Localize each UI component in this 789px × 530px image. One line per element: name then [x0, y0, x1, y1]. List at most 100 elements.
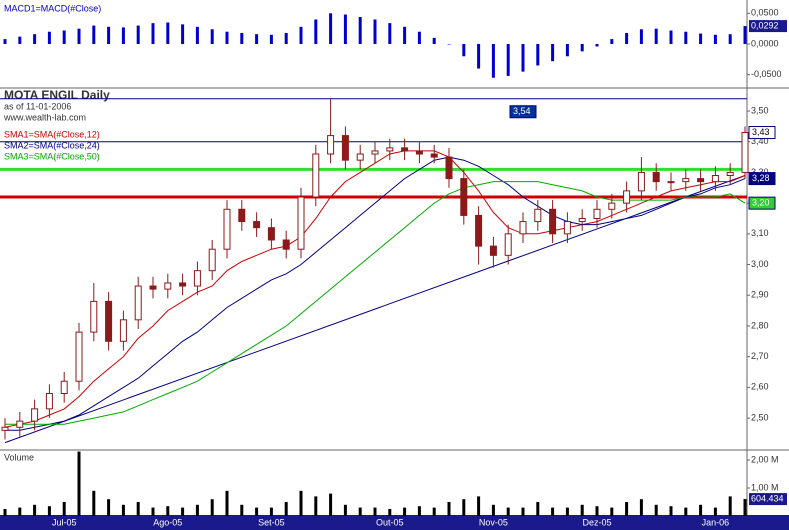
- bar: [417, 506, 421, 516]
- bar: [299, 26, 303, 44]
- bar: [639, 499, 643, 516]
- candle-body: [371, 150, 379, 155]
- bar: [255, 34, 259, 44]
- bar: [551, 44, 555, 62]
- bar: [462, 44, 466, 57]
- y-tick-label: 2,60: [751, 382, 769, 392]
- candle-body: [1, 426, 9, 431]
- y-tick-label: -0,0500: [751, 69, 782, 79]
- bar: [77, 28, 81, 44]
- price-label: 3,20: [752, 198, 770, 208]
- candle-body: [297, 196, 305, 250]
- price-label-box: [748, 126, 776, 140]
- bar: [580, 44, 584, 52]
- bar: [18, 507, 22, 516]
- x-tick-label: Jan-06: [702, 517, 730, 527]
- bar: [225, 490, 229, 516]
- bar: [625, 32, 629, 44]
- y-tick-label: 2,80: [751, 320, 769, 330]
- candle-body: [460, 178, 468, 216]
- y-tick-label: 2,00 M: [751, 454, 779, 464]
- candle-body: [549, 208, 557, 235]
- candle-body: [652, 171, 660, 183]
- bar: [329, 13, 333, 44]
- y-tick-label: 3,10: [751, 228, 769, 238]
- candle-body: [312, 153, 320, 198]
- price-label-box: [509, 105, 537, 119]
- volume-title: Volume: [4, 452, 34, 462]
- candle-body: [386, 147, 394, 152]
- bar: [625, 501, 629, 516]
- candle-body: [90, 300, 98, 333]
- candle-body: [282, 239, 290, 250]
- bar: [358, 16, 362, 44]
- bar: [314, 496, 318, 516]
- bar: [743, 26, 747, 44]
- bar: [47, 506, 51, 516]
- candle-body: [75, 331, 83, 382]
- bar: [195, 504, 199, 516]
- bar: [417, 31, 421, 44]
- value-label-box: [749, 20, 787, 33]
- bar: [136, 25, 140, 44]
- candle-body: [193, 270, 201, 287]
- bar: [699, 504, 703, 516]
- candle-body: [741, 132, 749, 173]
- bar: [684, 31, 688, 44]
- candle-body: [164, 282, 172, 290]
- bar: [713, 507, 717, 516]
- bar: [269, 34, 273, 44]
- x-tick-label: Out-05: [376, 517, 404, 527]
- y-tick-label: 3,50: [751, 105, 769, 115]
- bar: [136, 501, 140, 516]
- y-tick-label: 2,90: [751, 290, 769, 300]
- bar: [269, 507, 273, 516]
- x-tick-label: Jul-05: [52, 517, 77, 527]
- candle-body: [637, 171, 645, 192]
- candle-body: [60, 380, 68, 395]
- legend-entry: SMA3=SMA(#Close,50): [4, 151, 100, 161]
- bar: [329, 493, 333, 516]
- bar: [462, 499, 466, 516]
- bar: [388, 23, 392, 44]
- sma-line: [5, 181, 746, 425]
- y-tick-label: 2,70: [751, 351, 769, 361]
- candle-body: [119, 319, 127, 342]
- candle-body: [267, 227, 275, 241]
- candle-body: [697, 178, 705, 183]
- source: www.wealth-lab.com: [3, 112, 86, 122]
- bar: [565, 44, 569, 57]
- bar: [610, 39, 614, 44]
- y-tick-label: 3,40: [751, 136, 769, 146]
- bar: [240, 32, 244, 44]
- bar: [506, 44, 510, 76]
- candle-body: [149, 285, 157, 290]
- candle-body: [667, 181, 675, 184]
- bar: [225, 31, 229, 44]
- candle-body: [356, 153, 364, 161]
- y-tick-label: 1,00 M: [751, 482, 779, 492]
- bar: [195, 26, 199, 44]
- candle-body: [534, 208, 542, 223]
- bar: [595, 506, 599, 516]
- candle-body: [711, 175, 719, 183]
- bar: [536, 501, 540, 516]
- price-label: 3,28: [752, 173, 770, 183]
- bar: [639, 29, 643, 44]
- bar: [18, 36, 22, 44]
- bar: [92, 490, 96, 516]
- candle-body: [327, 135, 335, 155]
- candle-body: [682, 178, 690, 183]
- bar: [595, 44, 599, 47]
- bar: [536, 44, 540, 66]
- bar: [181, 507, 185, 516]
- bar: [3, 508, 7, 516]
- sma-line: [5, 156, 746, 431]
- bar: [432, 507, 436, 516]
- bar: [166, 506, 170, 516]
- bar: [107, 499, 111, 516]
- candle-body: [415, 150, 423, 155]
- candle-body: [563, 221, 571, 235]
- value-label: 0,0292: [751, 20, 779, 30]
